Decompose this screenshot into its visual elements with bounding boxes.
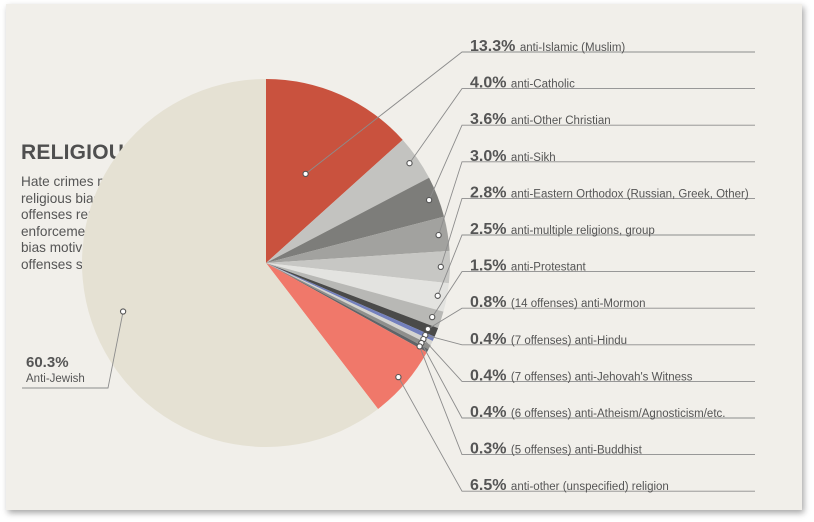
pie-slice-anti-protestant xyxy=(266,263,444,329)
slice-name: anti-Other Christian xyxy=(511,115,611,127)
slice-label: 0.4% (6 offenses) anti-Atheism/Agnostici… xyxy=(470,404,725,421)
leader-dot xyxy=(429,313,436,321)
leader-dot xyxy=(119,308,127,315)
leader-dot xyxy=(406,160,413,167)
slice-count: (5 offenses) xyxy=(511,445,575,457)
pie-slice-anti-jewish xyxy=(82,79,379,447)
slice-count: (14 offenses) xyxy=(511,298,581,310)
slice-label: 3.0% anti-Sikh xyxy=(470,148,556,165)
slice-annotation: 0.3% (5 offenses) anti-Buddhist xyxy=(416,343,755,458)
pie-slice-anti-mormon xyxy=(266,263,439,337)
leader-line xyxy=(22,311,124,389)
leader-line xyxy=(305,51,755,175)
leader-line xyxy=(398,376,755,492)
slice-percent: 6.5% xyxy=(470,477,511,494)
slice-percent: 60.3% xyxy=(26,354,69,371)
slice-percent: 0.4% xyxy=(470,404,511,421)
leader-line xyxy=(438,161,755,236)
leader-dot xyxy=(395,373,402,381)
pie-slice-anti-jehovah-s-witness xyxy=(266,263,433,346)
leader-line xyxy=(440,197,755,268)
slice-annotation: 3.6% anti-Other Christian xyxy=(425,111,755,204)
slice-name: anti-Mormon xyxy=(581,298,646,310)
slice-annotation: 1.5% anti-Protestant xyxy=(429,258,755,321)
leader-line xyxy=(421,342,755,419)
leader-dot xyxy=(424,325,432,333)
slice-count: (6 offenses) xyxy=(511,408,575,420)
slice-percent: 3.6% xyxy=(470,111,511,128)
pie-slice-anti-multiple-religions-group xyxy=(266,263,449,312)
pie-slice-anti-sikh xyxy=(266,216,450,263)
slice-label: 4.0% anti-Catholic xyxy=(470,75,575,92)
slice-label: 0.8% (14 offenses) anti-Mormon xyxy=(470,294,646,311)
slice-annotation: 13.3% anti-Islamic (Muslim) xyxy=(302,38,755,178)
slice-count: (7 offenses) xyxy=(511,335,575,347)
slice-annotation: 0.8% (14 offenses) anti-Mormon xyxy=(424,294,755,333)
leader-line xyxy=(431,271,755,318)
slice-name: anti-Sikh xyxy=(511,152,556,164)
leader-line xyxy=(423,338,755,382)
leader-line xyxy=(427,307,755,330)
slice-label: 6.5% anti-other (unspecified) religion xyxy=(470,477,669,494)
leader-dot xyxy=(437,263,444,271)
slice-annotation: 2.8% anti-Eastern Orthodox (Russian, Gre… xyxy=(437,184,755,271)
slice-annotation: 4.0% anti-Catholic xyxy=(406,75,755,167)
slice-annotation: 0.4% (7 offenses) anti-Jehovah's Witness xyxy=(420,335,755,384)
slice-label: 0.4% (7 offenses) anti-Hindu xyxy=(470,331,627,348)
slice-name: anti-Atheism/Agnosticism/etc. xyxy=(575,408,726,420)
slice-label: 2.8% anti-Eastern Orthodox (Russian, Gre… xyxy=(470,184,749,201)
slice-name: anti-multiple religions, group xyxy=(511,225,655,237)
slice-label: 3.6% anti-Other Christian xyxy=(470,111,611,128)
slice-percent: 13.3% xyxy=(470,38,520,55)
slice-name: anti-Protestant xyxy=(511,262,587,274)
slice-label: 0.3% (5 offenses) anti-Buddhist xyxy=(470,441,643,458)
slice-annotation: 6.5% anti-other (unspecified) religion xyxy=(395,373,755,494)
leader-dot xyxy=(435,231,442,239)
slice-annotation-large: 60.3% Anti-Jewish xyxy=(22,308,127,389)
slice-name: anti-Hindu xyxy=(575,335,627,347)
leader-dot xyxy=(425,196,433,204)
pie-slice-anti-other-unspecified-religion xyxy=(266,263,427,409)
slice-percent: 3.0% xyxy=(470,148,511,165)
slice-name: anti-Islamic (Muslim) xyxy=(520,42,626,54)
leader-dot xyxy=(302,170,309,178)
slice-annotation: 0.4% (6 offenses) anti-Atheism/Agnostici… xyxy=(418,339,755,421)
pie-slice-anti-hindu xyxy=(266,263,435,341)
leader-dot xyxy=(416,343,423,350)
slice-percent: 0.4% xyxy=(470,367,511,384)
slice-name: Anti-Jewish xyxy=(26,373,85,385)
pie-slice-anti-eastern-orthodox-russian-greek-other xyxy=(266,250,450,284)
slice-label: 2.5% anti-multiple religions, group xyxy=(470,221,655,238)
slice-percent: 0.3% xyxy=(470,441,511,458)
leader-line xyxy=(428,124,755,201)
pie-slice-anti-buddhist xyxy=(266,263,429,353)
slice-name: anti-Catholic xyxy=(511,79,575,91)
slice-name: anti-Jehovah's Witness xyxy=(575,371,693,383)
slice-label: 0.4% (7 offenses) anti-Jehovah's Witness xyxy=(470,367,693,384)
leader-line xyxy=(409,88,755,164)
leader-dot xyxy=(434,292,441,299)
slice-percent: 0.4% xyxy=(470,331,511,348)
slice-annotation: 2.5% anti-multiple religions, group xyxy=(434,221,755,299)
slice-label: 1.5% anti-Protestant xyxy=(470,258,587,275)
leader-line xyxy=(425,334,755,346)
slice-name: anti-Eastern Orthodox (Russian, Greek, O… xyxy=(511,188,749,200)
pie-slice-anti-catholic xyxy=(266,139,430,263)
slice-annotation: 0.4% (7 offenses) anti-Hindu xyxy=(422,331,755,348)
slice-percent: 1.5% xyxy=(470,258,511,275)
leader-line xyxy=(437,234,755,296)
slice-count: (7 offenses) xyxy=(511,371,575,383)
slice-percent: 4.0% xyxy=(470,75,511,92)
slice-label: 13.3% anti-Islamic (Muslim) xyxy=(470,38,625,55)
slice-percent: 0.8% xyxy=(470,294,511,311)
slice-name: anti-other (unspecified) religion xyxy=(511,481,669,493)
leader-line xyxy=(419,346,755,456)
slice-percent: 2.8% xyxy=(470,184,511,201)
slice-percent: 2.5% xyxy=(470,221,511,238)
pie-slice-anti-other-christian xyxy=(266,177,445,263)
pie-slice-anti-atheism-agnosticism-etc xyxy=(266,263,431,350)
slice-name: anti-Buddhist xyxy=(575,445,643,457)
slice-annotation: 3.0% anti-Sikh xyxy=(435,148,755,239)
